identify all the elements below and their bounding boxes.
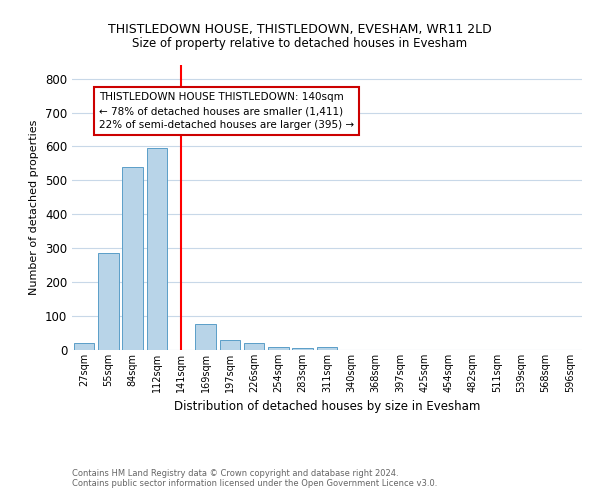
Bar xyxy=(146,148,167,350)
Bar xyxy=(268,348,289,350)
Bar xyxy=(220,340,240,350)
Bar xyxy=(195,324,216,350)
Bar xyxy=(244,342,265,350)
Bar xyxy=(292,348,313,350)
Bar xyxy=(74,343,94,350)
Y-axis label: Number of detached properties: Number of detached properties xyxy=(29,120,40,295)
Text: Contains HM Land Registry data © Crown copyright and database right 2024.: Contains HM Land Registry data © Crown c… xyxy=(72,468,398,477)
Bar xyxy=(122,167,143,350)
Text: THISTLEDOWN HOUSE THISTLEDOWN: 140sqm
← 78% of detached houses are smaller (1,41: THISTLEDOWN HOUSE THISTLEDOWN: 140sqm ← … xyxy=(99,92,354,130)
Bar xyxy=(98,254,119,350)
Bar xyxy=(317,348,337,350)
Text: THISTLEDOWN HOUSE, THISTLEDOWN, EVESHAM, WR11 2LD: THISTLEDOWN HOUSE, THISTLEDOWN, EVESHAM,… xyxy=(108,22,492,36)
X-axis label: Distribution of detached houses by size in Evesham: Distribution of detached houses by size … xyxy=(174,400,480,413)
Text: Size of property relative to detached houses in Evesham: Size of property relative to detached ho… xyxy=(133,38,467,51)
Text: Contains public sector information licensed under the Open Government Licence v3: Contains public sector information licen… xyxy=(72,478,437,488)
